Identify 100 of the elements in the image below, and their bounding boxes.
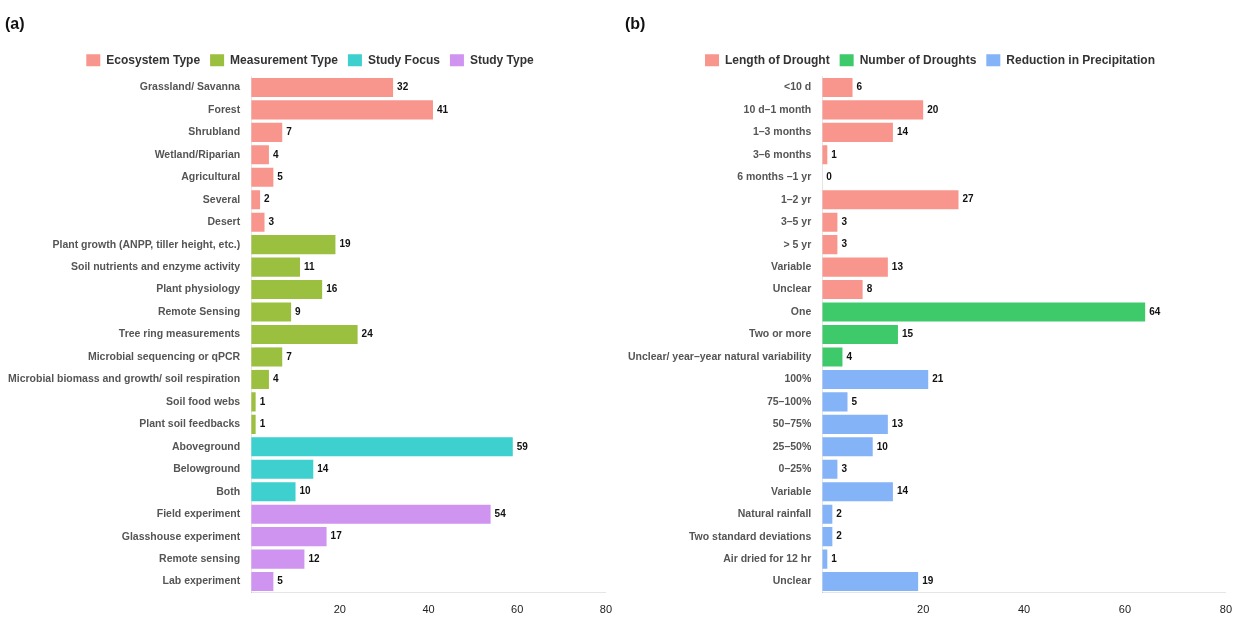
x-tick-label: 40 [1017,603,1031,616]
data-label: 14 [896,485,909,497]
y-tick-label: Two standard deviations [688,529,812,542]
legend-label: Reduction in Precipitation [1006,52,1155,67]
y-tick-label: Glasshouse experiment [121,529,241,542]
data-label: 3 [841,238,848,250]
y-tick-label: Shrubland [188,125,241,138]
bar [251,100,433,120]
bar [251,280,323,300]
data-label: 19 [339,238,351,250]
data-label: 13 [891,418,904,430]
data-label: 21 [932,373,944,385]
y-tick-label: Air dried for 12 hr [723,552,812,564]
bar [251,235,336,255]
bar [822,347,843,367]
bar [822,280,863,300]
bar [251,167,274,187]
x-tick-label: 20 [333,603,346,616]
data-label: 1 [259,418,266,430]
bar [822,77,853,97]
data-label: 0 [826,171,833,183]
bar [251,302,292,322]
bar [251,324,358,345]
data-label: 4 [272,148,279,160]
bar [822,392,848,412]
x-tick-label: 20 [917,603,930,616]
data-label: 10 [299,485,312,497]
data-label: 15 [901,328,914,340]
data-label: 17 [330,530,343,542]
data-label: 5 [851,395,858,407]
y-tick-label: Tree ring measurements [118,327,241,340]
y-tick-label: Microbial sequencing or qPCR [87,349,241,362]
y-tick-label: Several [202,192,241,205]
y-tick-label: Plant growth (ANPP, tiller height, etc.) [52,237,241,250]
bar [822,369,929,389]
data-label: 1 [831,552,838,564]
y-tick-label: Plant soil feedbacks [139,417,241,430]
bar [251,347,283,367]
data-label: 2 [264,193,271,205]
data-label: 19 [922,575,934,587]
y-tick-label: > 5 yr [783,237,812,250]
y-tick-label: Belowground [173,462,241,475]
data-label: 59 [516,440,529,452]
y-tick-label: Field experiment [156,507,241,520]
legend-label: Ecosystem Type [106,52,201,67]
data-label: 4 [846,350,853,362]
data-label: 14 [317,463,329,475]
y-tick-label: Forest [208,102,241,115]
y-tick-label: 75–100% [766,394,812,407]
bar [822,122,893,142]
y-tick-label: Both [216,484,241,497]
bar [251,122,283,142]
bar [822,235,838,255]
legend-label: Study Type [469,52,535,67]
data-label: 3 [841,463,848,475]
y-tick-label: 1–3 months [752,125,812,138]
data-label: 1 [259,395,266,407]
y-tick-label: Remote sensing [159,552,241,564]
y-tick-label: Plant physiology [156,282,241,295]
data-label: 13 [891,260,904,272]
data-label: 7 [286,350,293,362]
y-tick-label: 1–2 yr [780,192,812,205]
data-label: 6 [856,81,863,93]
text: (b) [625,15,646,33]
y-tick-label: Microbial biomass and growth/ soil respiration [7,372,241,385]
data-label: 11 [303,260,315,272]
data-label: 20 [927,103,939,115]
legend-label: Measurement Type [230,52,339,67]
bar [822,482,893,502]
y-tick-label: Soil food webs [166,394,241,407]
bar [822,100,924,120]
data-label: 2 [836,530,843,542]
data-label: 10 [876,440,889,452]
bar [822,414,888,434]
x-tick-label: 60 [511,603,524,616]
bar [251,145,269,165]
bar [822,302,1146,322]
data-label: 24 [361,328,374,340]
data-label: 16 [326,283,338,295]
data-label: 2 [836,507,843,519]
bar [822,190,959,210]
data-label: 12 [308,552,320,564]
y-tick-label: Desert [207,215,241,228]
y-tick-label: Unclear/ year–year natural variability [627,349,812,362]
legend-label: Number of Droughts [859,52,977,67]
bar [251,437,513,457]
data-label: 5 [277,171,284,183]
y-tick-label: Natural rainfall [737,507,812,520]
y-tick-label: Unclear [772,282,812,295]
text: (a) [5,15,25,33]
legend-label: Study Focus [367,52,441,67]
y-tick-label: 10 d–1 month [743,102,812,115]
y-tick-label: Remote Sensing [157,304,241,317]
y-tick-label: Unclear [772,574,812,587]
data-label: 1 [831,148,838,160]
y-tick-label: Wetland/Riparian [154,147,241,160]
legend-label: Length of Drought [725,52,830,67]
y-tick-label: Grassland/ Savanna [139,80,241,93]
y-tick-label: Agricultural [181,170,241,183]
bar [822,324,898,345]
